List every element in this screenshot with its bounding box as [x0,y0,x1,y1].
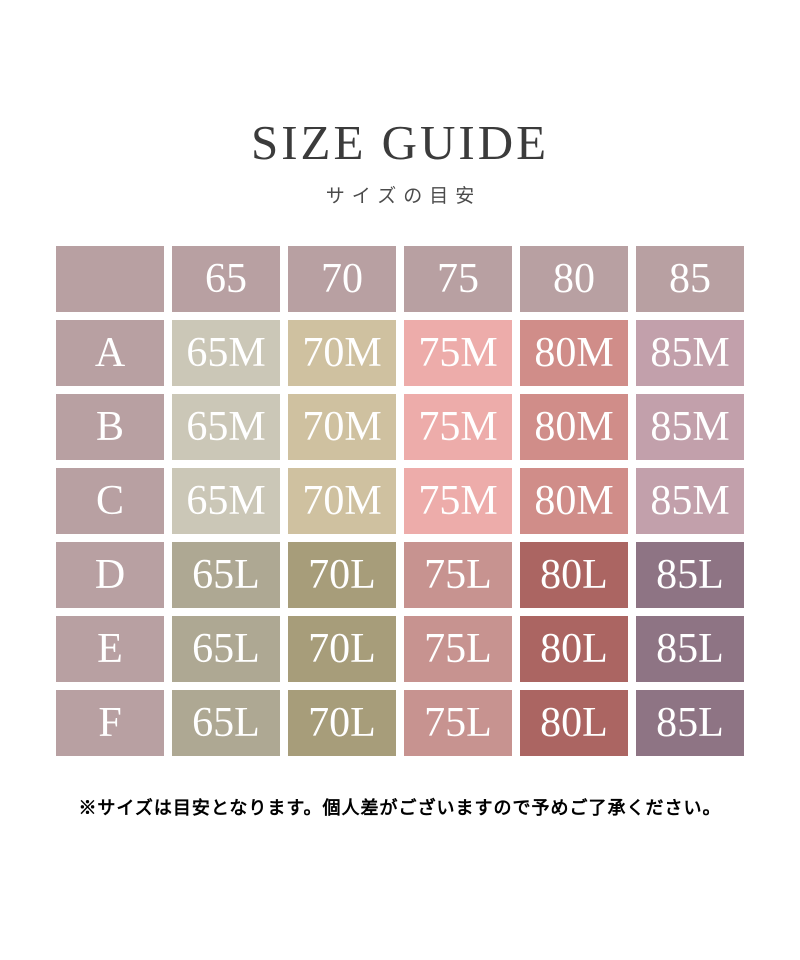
page: { "page": { "title": "SIZE GUIDE", "subt… [0,118,800,960]
column-header-cell: 80 [520,246,628,312]
row-label-cell: D [56,542,164,608]
size-cell: 80L [520,616,628,682]
size-cell: 85M [636,394,744,460]
size-cell: 85L [636,690,744,756]
page-subtitle: サイズの目安 [325,186,482,207]
size-cell: 70L [288,690,396,756]
column-header-cell: 70 [288,246,396,312]
row-label-cell: C [56,468,164,534]
size-cell: 75M [404,394,512,460]
size-cell: 85L [636,616,744,682]
size-cell: 85M [636,468,744,534]
size-cell: 80M [520,394,628,460]
size-cell: 85L [636,542,744,608]
column-header-cell: 85 [636,246,744,312]
size-cell: 80L [520,542,628,608]
size-cell: 65L [172,690,280,756]
size-cell: 70M [288,468,396,534]
size-cell: 75L [404,690,512,756]
size-cell: 75M [404,320,512,386]
size-cell: 65M [172,468,280,534]
size-cell: 75L [404,542,512,608]
page-title: SIZE GUIDE [250,115,550,170]
size-cell: 70L [288,542,396,608]
column-header-cell: 75 [404,246,512,312]
size-cell: 70M [288,394,396,460]
corner-cell [56,246,164,312]
row-label-cell: B [56,394,164,460]
size-cell: 70L [288,616,396,682]
size-cell: 65M [172,320,280,386]
row-label-cell: E [56,616,164,682]
size-cell: 80L [520,690,628,756]
column-header-cell: 65 [172,246,280,312]
size-cell: 85M [636,320,744,386]
size-cell: 80M [520,468,628,534]
size-cell: 80M [520,320,628,386]
size-cell: 65L [172,542,280,608]
size-cell: 65L [172,616,280,682]
footnote: ※サイズは目安となります。個人差がございますので予めご了承ください。 [78,798,722,818]
row-label-cell: F [56,690,164,756]
size-cell: 75L [404,616,512,682]
size-cell: 75M [404,468,512,534]
size-cell: 65M [172,394,280,460]
size-table: 65 70 75 80 85 A 65M 70M 75M 80M 85M B 65M 70M 75M 80M 8… [0,246,800,756]
size-guide: SIZE GUIDE サイズの目安 65 70 75 80 85 A 65M 70M 75M 80… [0,118,800,820]
row-label-cell: A [56,320,164,386]
size-cell: 70M [288,320,396,386]
